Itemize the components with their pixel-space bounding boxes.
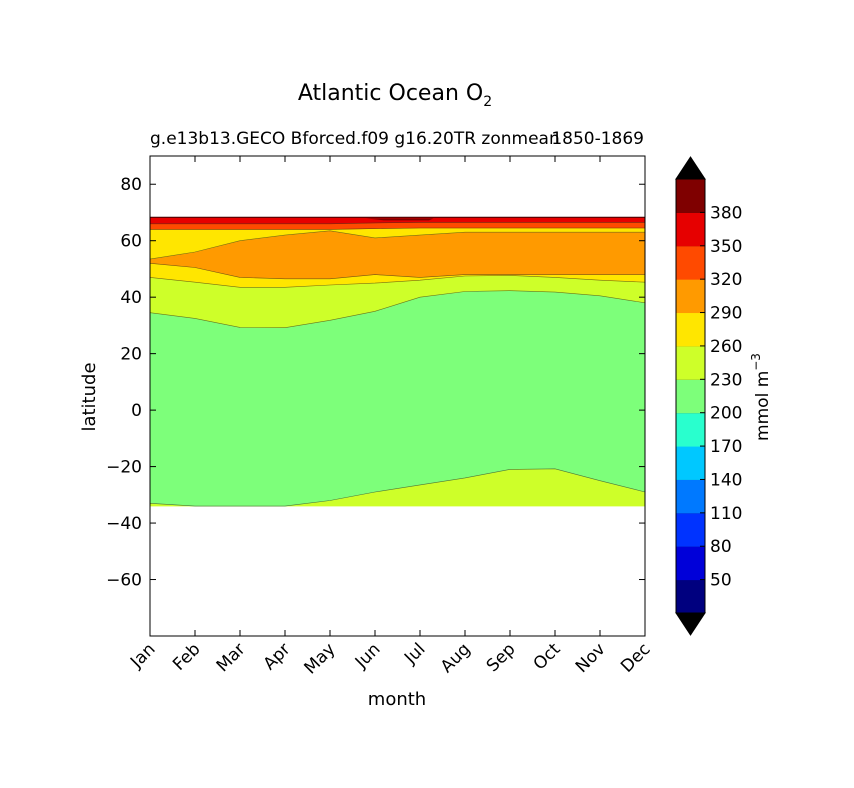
colorbar-segment: [676, 546, 705, 581]
x-tick-label: Mar: [213, 639, 250, 676]
x-tick-label: Oct: [530, 639, 565, 674]
contour-band-380-410: [366, 218, 434, 221]
chart-title: Atlantic Ocean O2: [298, 81, 492, 110]
y-tick-label: 40: [120, 288, 142, 308]
colorbar-tick-label: 230: [710, 370, 742, 390]
colorbar-segment: [676, 212, 705, 247]
colorbar-segment: [676, 312, 705, 347]
colorbar-tick-label: 200: [710, 404, 742, 424]
contour-line-b290_320_lower: [149, 263, 645, 280]
x-tick-label: Dec: [617, 639, 654, 676]
colorbar-segment: [676, 279, 705, 314]
contour-line-b260_290: [149, 275, 646, 288]
contour-line-b320_350: [150, 227, 645, 230]
x-tick-label: Nov: [572, 639, 610, 677]
contour-line-b350_380: [150, 222, 645, 225]
colorbar-tick-label: 260: [710, 337, 742, 357]
y-tick-label: 80: [120, 175, 142, 195]
x-tick-label: May: [301, 639, 340, 678]
colorbar-segment: [676, 245, 705, 280]
y-tick-label: 60: [120, 232, 142, 252]
colorbar-segment: [676, 446, 705, 480]
x-tick-label: Apr: [260, 639, 295, 674]
x-tick-label: Jun: [351, 639, 385, 673]
colorbar-segment: [676, 579, 705, 614]
y-tick-label: −60: [106, 571, 142, 591]
colorbar-tick-label: 320: [710, 270, 742, 290]
colorbar-tick-label: 290: [710, 304, 742, 324]
colorbar-segment: [676, 345, 705, 380]
colorbar-label: mmol m−3: [749, 353, 773, 441]
colorbar-segment: [676, 379, 705, 414]
chart-subtitle-left: g.e13b13.GECO Bforced.f09 g16.20TR zonme…: [150, 129, 560, 149]
colorbar-tick-label: 140: [710, 470, 742, 490]
y-axis: 80 60 40 20 0 −20 −40 −60: [106, 175, 645, 591]
x-tick-label: Jul: [400, 639, 429, 668]
x-tick-label: Jan: [126, 639, 159, 672]
colorbar-extend-max: [675, 156, 706, 180]
y-tick-label: 20: [120, 345, 142, 365]
colorbar-label-main: mmol m: [753, 371, 773, 441]
y-tick-label: −40: [106, 514, 142, 534]
colorbar-label-exponent: −3: [749, 353, 763, 371]
colorbar-segment: [676, 512, 705, 547]
contour-fills: [149, 217, 646, 507]
chart-title-main: Atlantic Ocean O: [298, 81, 483, 106]
contour-lines: [149, 216, 646, 507]
colorbar: 50 80 110 140 170 200 230 260 290 320 350 380: [675, 156, 742, 636]
colorbar-tick-label: 380: [710, 203, 742, 223]
colorbar-tick-label: 170: [710, 437, 742, 457]
y-tick-label: −20: [106, 458, 142, 478]
x-tick-label: Feb: [169, 639, 204, 674]
x-axis-label: month: [368, 689, 426, 710]
chart-subtitle-right: 1850-1869: [551, 129, 644, 149]
plot-frame: [149, 155, 646, 637]
x-tick-label: Aug: [437, 639, 475, 677]
y-tick-label: 0: [131, 401, 142, 421]
contour-line-b230_260_north: [149, 290, 646, 329]
colorbar-extend-min: [675, 612, 706, 636]
colorbar-tick-label: 50: [710, 571, 732, 591]
colorbar-frame: [675, 178, 706, 614]
y-axis-label: latitude: [79, 362, 100, 431]
colorbar-segment: [676, 179, 705, 213]
chart-title-subscript: 2: [483, 94, 492, 110]
colorbar-tick-label: 350: [710, 237, 742, 257]
colorbar-segment: [676, 479, 705, 514]
colorbar-segment: [676, 412, 705, 447]
colorbar-tick-label: 110: [710, 504, 742, 524]
x-tick-label: Sep: [483, 639, 520, 676]
contour-line-b230_260_south: [149, 468, 646, 507]
colorbar-tick-label: 80: [710, 537, 732, 557]
contour-line-b290_320_upper: [149, 230, 645, 260]
